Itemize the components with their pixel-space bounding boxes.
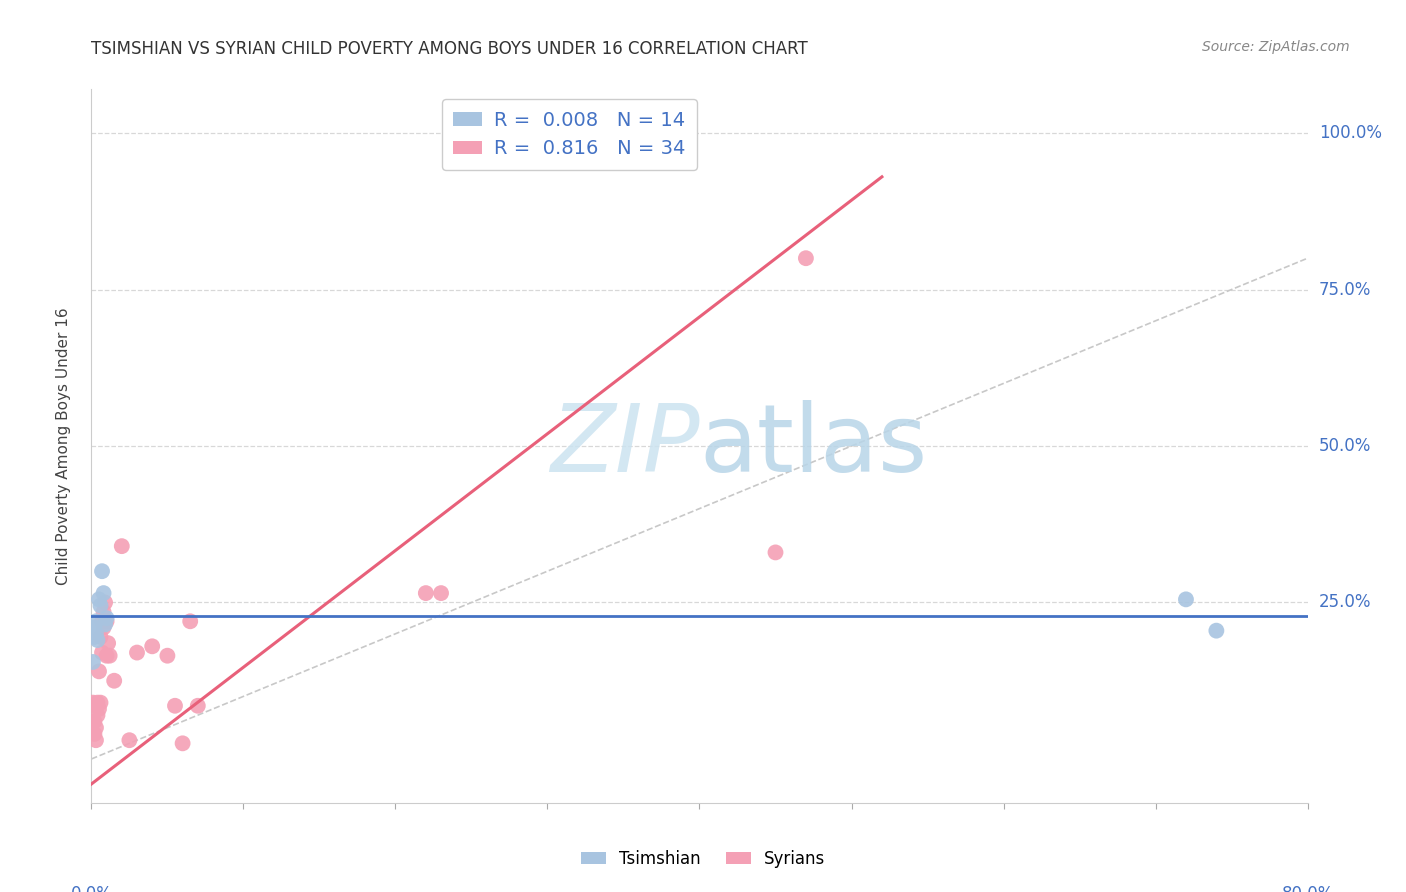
Point bbox=[103, 673, 125, 688]
Point bbox=[172, 736, 194, 750]
Point bbox=[84, 614, 107, 628]
Point bbox=[118, 733, 141, 747]
Point bbox=[1205, 624, 1227, 638]
Point bbox=[83, 630, 105, 644]
Text: 50.0%: 50.0% bbox=[1319, 437, 1371, 455]
Point bbox=[86, 633, 108, 648]
Point bbox=[96, 611, 118, 625]
Point bbox=[163, 698, 186, 713]
Point bbox=[91, 646, 114, 660]
Text: Source: ZipAtlas.com: Source: ZipAtlas.com bbox=[1202, 40, 1350, 54]
Point bbox=[125, 646, 148, 660]
Point bbox=[794, 251, 817, 265]
Text: TSIMSHIAN VS SYRIAN CHILD POVERTY AMONG BOYS UNDER 16 CORRELATION CHART: TSIMSHIAN VS SYRIAN CHILD POVERTY AMONG … bbox=[91, 40, 808, 58]
Point bbox=[87, 702, 110, 716]
Legend: R =  0.008   N = 14, R =  0.816   N = 34: R = 0.008 N = 14, R = 0.816 N = 34 bbox=[441, 99, 697, 170]
Point bbox=[82, 696, 104, 710]
Point bbox=[1174, 592, 1197, 607]
Legend: Tsimshian, Syrians: Tsimshian, Syrians bbox=[574, 844, 832, 875]
Point bbox=[83, 714, 105, 729]
Point bbox=[84, 627, 107, 641]
Point bbox=[430, 586, 453, 600]
Point bbox=[94, 617, 117, 632]
Point bbox=[97, 636, 120, 650]
Point bbox=[141, 640, 163, 654]
Point bbox=[111, 539, 134, 553]
Point bbox=[156, 648, 179, 663]
Point bbox=[83, 621, 105, 635]
Point bbox=[179, 614, 201, 628]
Point bbox=[89, 696, 111, 710]
Point bbox=[93, 586, 115, 600]
Text: 80.0%: 80.0% bbox=[1281, 885, 1334, 892]
Point bbox=[83, 727, 105, 741]
Point bbox=[84, 721, 107, 735]
Point bbox=[96, 648, 118, 663]
Point bbox=[765, 545, 787, 559]
Point bbox=[91, 614, 114, 628]
Text: 25.0%: 25.0% bbox=[1319, 593, 1371, 612]
Y-axis label: Child Poverty Among Boys Under 16: Child Poverty Among Boys Under 16 bbox=[56, 307, 70, 585]
Point bbox=[86, 708, 108, 723]
Point bbox=[91, 564, 114, 578]
Point bbox=[87, 592, 110, 607]
Point bbox=[96, 614, 118, 628]
Point bbox=[94, 595, 117, 609]
Point bbox=[82, 655, 104, 669]
Point bbox=[93, 605, 115, 619]
Text: 100.0%: 100.0% bbox=[1319, 124, 1382, 142]
Point bbox=[89, 630, 111, 644]
Point bbox=[187, 698, 209, 713]
Text: 0.0%: 0.0% bbox=[70, 885, 112, 892]
Point bbox=[86, 696, 108, 710]
Text: atlas: atlas bbox=[699, 400, 928, 492]
Point bbox=[415, 586, 437, 600]
Point bbox=[98, 648, 121, 663]
Point bbox=[87, 665, 110, 679]
Text: 75.0%: 75.0% bbox=[1319, 280, 1371, 299]
Text: ZIP: ZIP bbox=[550, 401, 699, 491]
Point bbox=[89, 599, 111, 613]
Point bbox=[84, 733, 107, 747]
Point bbox=[93, 621, 115, 635]
